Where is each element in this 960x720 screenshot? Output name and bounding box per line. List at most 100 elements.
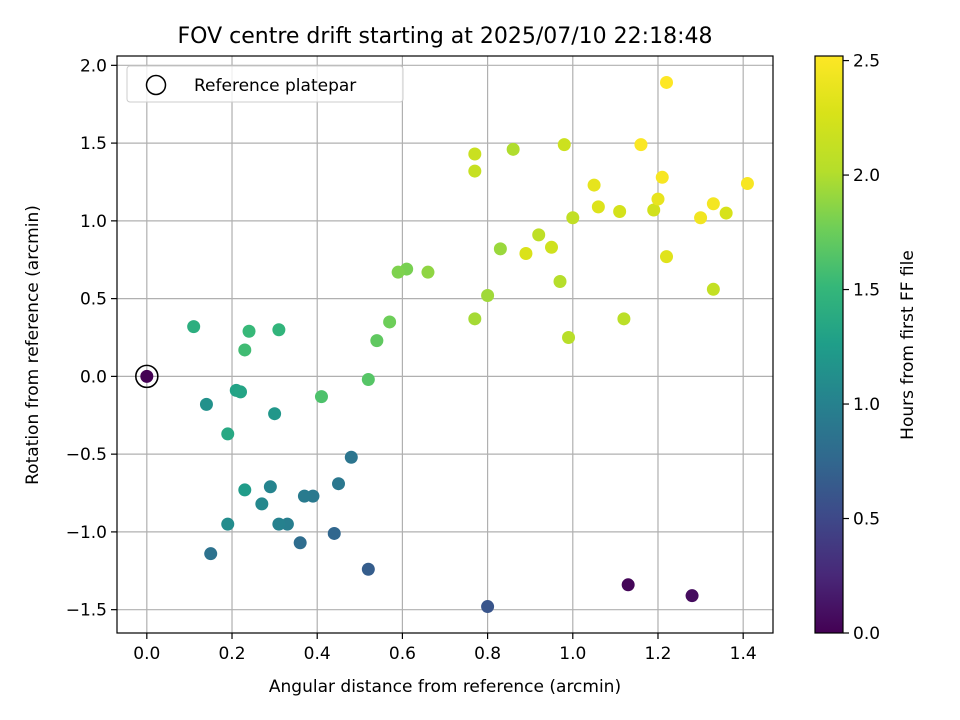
data-point [221,517,235,531]
data-point [740,177,754,191]
data-point [706,197,720,211]
data-point [481,600,495,614]
y-tick-label: −1.5 [66,601,107,621]
plot-area [117,56,773,633]
legend-box [126,65,404,103]
data-point [255,497,269,511]
colorbar-tick-label: 2.5 [853,52,880,72]
x-tick-label: 1.0 [559,644,586,664]
data-point [621,578,635,592]
data-point [234,385,248,399]
data-point [272,323,286,337]
data-point [468,312,482,326]
x-tick-label: 1.2 [644,644,671,664]
data-point [706,282,720,296]
reference-marker [135,364,159,389]
data-point [327,526,341,540]
data-point [383,315,397,329]
grid-lines [117,56,773,633]
data-point [344,450,358,464]
data-point [506,142,520,156]
data-point [468,164,482,178]
data-point [238,343,252,357]
data-point [553,275,567,289]
x-tick-label: 0.2 [218,644,245,664]
data-point [204,547,218,561]
data-point [557,138,571,152]
data-point [685,589,699,603]
data-points [140,75,754,614]
x-tick-label: 0.0 [133,644,160,664]
data-point [719,206,733,220]
data-point [332,477,346,491]
x-tick-label: 0.4 [304,644,331,664]
x-axis-label: Angular distance from reference (arcmin) [269,677,621,697]
y-axis-ticks: −1.5 −1.0 −0.5 0.0 0.5 1.0 1.5 2.0 [66,56,117,621]
colorbar-ticks: 0.0 0.5 1.0 1.5 2.0 2.5 [843,52,880,644]
chart-title: FOV centre drift starting at 2025/07/10 … [178,24,713,49]
colorbar: 0.0 0.5 1.0 1.5 2.0 2.5 Hours from first FF f… [814,52,918,644]
x-axis-ticks: 0.0 0.2 0.4 0.6 0.8 1.0 1.2 1.4 [133,633,757,664]
data-point [391,265,405,279]
y-tick-label: −1.0 [66,523,107,543]
y-tick-label: −0.5 [66,445,107,465]
colorbar-label: Hours from first FF file [898,250,918,440]
legend-open-circle-icon [145,74,167,96]
data-point [297,489,311,503]
data-point [660,75,674,89]
colorbar-tick-label: 2.0 [853,166,880,186]
y-axis-label: Rotation from reference (arcmin) [23,205,43,485]
data-point [293,536,307,550]
data-point [566,211,580,225]
data-point [263,480,277,494]
data-point [187,320,201,334]
data-point [634,138,648,152]
data-point [532,228,546,242]
y-tick-label: 1.0 [80,212,107,232]
data-point [617,312,631,326]
data-point [140,369,154,383]
data-point [660,250,674,264]
data-point [268,407,282,421]
data-point [421,265,435,279]
plot-frame [116,55,774,634]
y-tick-label: 1.5 [80,134,107,154]
data-point [493,242,507,256]
data-point [361,562,375,576]
x-tick-label: 0.6 [389,644,416,664]
colorbar-tick-label: 1.0 [853,395,880,415]
data-point [651,192,665,206]
data-point [272,517,286,531]
reference-platepar-marker [135,364,159,389]
colorbar-gradient [815,56,843,633]
y-tick-label: 2.0 [80,56,107,76]
data-point [361,372,375,386]
data-point [544,240,558,254]
colorbar-tick-label: 0.0 [853,624,880,644]
data-point [562,331,576,345]
data-point [221,427,235,441]
colorbar-tick-label: 1.5 [853,281,880,301]
y-tick-label: 0.5 [80,290,107,310]
colorbar-frame [814,55,844,634]
colorbar-tick-label: 0.5 [853,510,880,530]
legend-label: Reference platepar [194,76,356,96]
data-point [238,483,252,497]
x-tick-label: 1.4 [730,644,757,664]
legend: Reference platepar [126,65,404,103]
data-point [242,324,256,338]
data-point [655,170,669,184]
data-point [314,390,328,404]
data-point [481,289,495,303]
data-point [199,397,213,411]
data-point [613,205,627,219]
data-point [370,334,384,348]
data-point [647,203,661,217]
data-point [694,211,708,225]
data-point [519,247,533,261]
data-point [468,147,482,161]
data-point [587,178,601,192]
data-point [591,200,605,214]
